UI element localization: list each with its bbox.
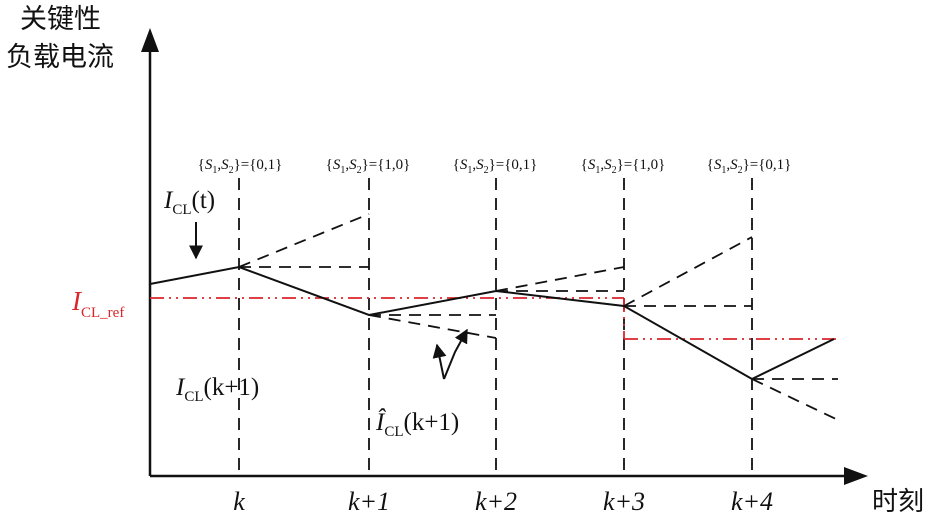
tick-label-k: k	[233, 487, 245, 516]
prediction-annotation-arrow-icon-2	[443, 328, 468, 380]
label-ict: ICL(t)	[163, 187, 215, 218]
reference-current-line	[150, 297, 838, 340]
tick-label-k2: k+2	[475, 487, 517, 516]
tick-label-k3: k+3	[603, 487, 645, 516]
prediction-k3-up	[623, 236, 753, 307]
y-axis-label-line-2: 负载电流	[6, 42, 114, 73]
tick-label-k1: k+1	[348, 487, 390, 516]
state-label: {S1,S2}={1,0}	[326, 157, 411, 176]
prediction-k1-down	[368, 314, 497, 339]
prediction-k4-down	[751, 378, 839, 421]
state-label: {S1,S2}={1,0}	[581, 157, 666, 176]
label-reference-current: ICL_ref	[71, 286, 124, 321]
time-markers	[238, 178, 753, 476]
switch-states: {S1,S2}={0,1} {S1,S2}={1,0} {S1,S2}={0,1…	[198, 157, 792, 176]
y-axis-arrow-icon	[141, 28, 159, 52]
x-axis-label: 时刻	[872, 487, 924, 517]
label-ihat: ÎCL(k+1)	[375, 408, 459, 440]
tick-labels: k k+1 k+2 k+3 k+4	[233, 487, 773, 516]
prediction-branches	[238, 213, 839, 421]
prediction-k2-up	[495, 266, 625, 292]
prediction-k-up	[238, 213, 370, 268]
y-axis-label-line-1: 关键性	[20, 4, 101, 35]
state-label: {S1,S2}={0,1}	[198, 157, 283, 176]
state-label: {S1,S2}={0,1}	[453, 157, 538, 176]
x-axis-arrow-icon	[844, 467, 868, 485]
actual-current-trajectory	[149, 265, 835, 381]
prediction-annotation-arrow-icon	[432, 343, 447, 380]
tick-label-k4: k+4	[731, 487, 773, 516]
state-label: {S1,S2}={0,1}	[707, 157, 792, 176]
label-ik1: ICL(k+1)	[175, 374, 259, 405]
